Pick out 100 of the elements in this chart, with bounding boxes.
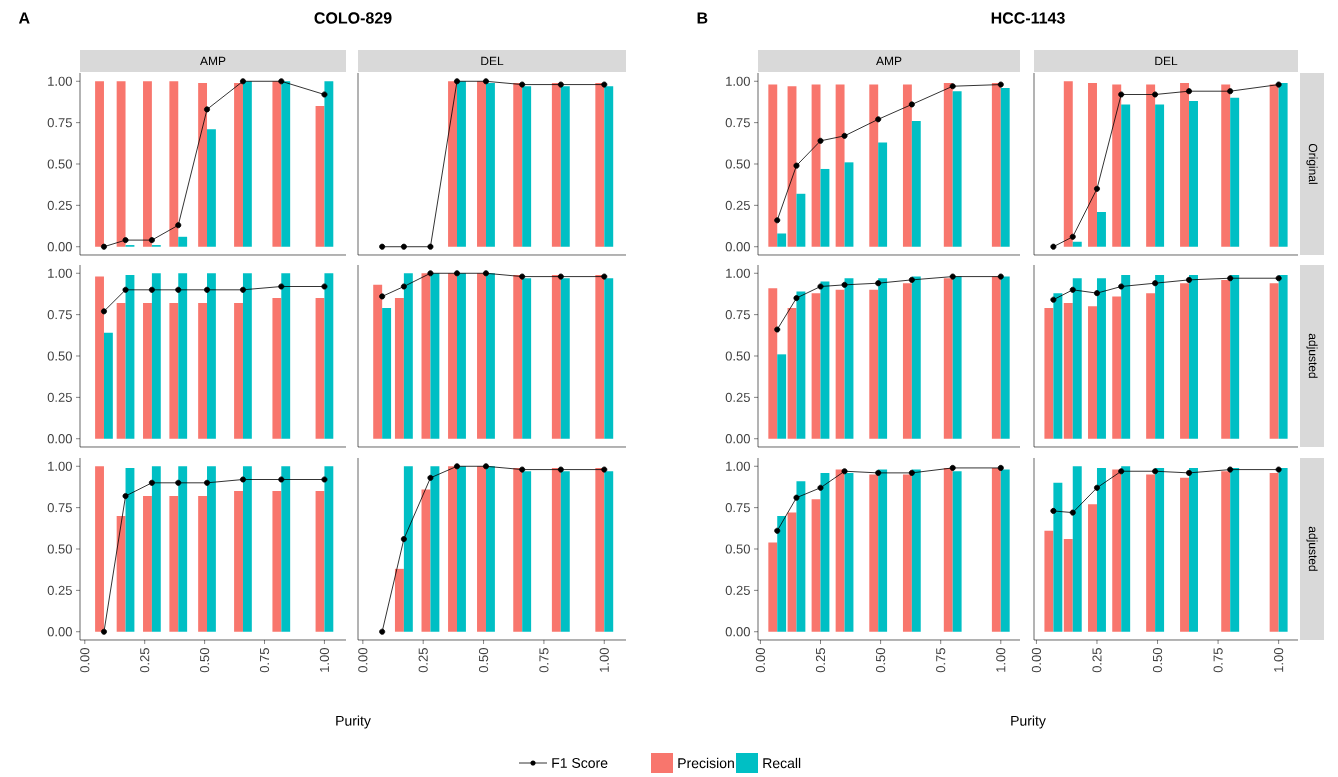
bar <box>1146 474 1156 632</box>
bar <box>116 303 126 439</box>
y-tick-label: 0.50 <box>47 159 72 169</box>
x-tick-label: 0.50 <box>200 648 210 673</box>
bar <box>430 466 440 632</box>
y-tick-label: 1.00 <box>48 76 72 86</box>
bar <box>448 273 457 439</box>
bar <box>952 471 962 632</box>
point <box>239 476 246 483</box>
point <box>1069 286 1076 293</box>
bar <box>1053 482 1063 632</box>
point <box>875 280 882 287</box>
bar <box>272 298 282 439</box>
x-axis-title: Purity <box>336 715 371 729</box>
bar <box>1088 504 1097 632</box>
x-tick-label: 0.00 <box>1031 648 1042 673</box>
point <box>908 276 915 283</box>
bar <box>796 291 806 439</box>
bar <box>234 491 243 632</box>
bar <box>1230 97 1240 247</box>
bar <box>485 466 495 632</box>
point <box>1186 469 1193 476</box>
bar <box>1269 84 1279 247</box>
chart-title: AMP <box>200 56 226 66</box>
point <box>875 116 882 123</box>
y-tick-label: 0.00 <box>725 627 750 637</box>
x-tick-label: 1.00 <box>319 648 330 672</box>
point <box>1152 280 1159 287</box>
point <box>239 78 246 85</box>
point <box>1227 275 1234 282</box>
point <box>774 326 781 333</box>
point <box>122 286 129 293</box>
bar <box>324 466 334 632</box>
y-tick-label: 0.00 <box>725 434 750 444</box>
point <box>949 273 956 280</box>
bar <box>811 293 821 439</box>
bar <box>943 467 953 632</box>
bar <box>1000 87 1010 247</box>
y-tick-label: 0.25 <box>725 585 750 595</box>
bar <box>151 466 161 632</box>
y-tick-label: 0.75 <box>47 310 72 320</box>
bar <box>281 466 291 632</box>
y-tick-label: 1.00 <box>726 461 750 471</box>
bar <box>796 193 806 247</box>
bar <box>902 283 912 439</box>
bar <box>457 466 466 632</box>
bar <box>1000 469 1010 632</box>
bar <box>242 273 252 439</box>
y-tick-label: 0.75 <box>47 503 72 513</box>
x-tick-label: 1.00 <box>1274 648 1284 672</box>
y2-axis-title: adjusted <box>1306 526 1318 571</box>
point <box>908 469 915 476</box>
point <box>1118 283 1125 290</box>
point <box>601 466 608 473</box>
bar <box>169 303 179 439</box>
bar <box>403 273 413 439</box>
y-tick-label: 0.25 <box>47 585 72 595</box>
bar <box>234 82 243 247</box>
point <box>1275 81 1282 88</box>
point <box>1152 91 1159 98</box>
bar <box>169 496 179 632</box>
point <box>1069 509 1076 516</box>
bar <box>811 84 821 247</box>
legend-label: Precision <box>678 757 734 769</box>
point <box>1118 468 1125 475</box>
bar <box>242 466 252 632</box>
bar <box>522 471 532 632</box>
bar <box>207 466 216 632</box>
point <box>1050 243 1057 250</box>
bar <box>169 81 179 247</box>
point <box>321 476 328 483</box>
x-tick-label: 1.00 <box>599 648 609 672</box>
bar <box>943 278 953 439</box>
bar <box>902 474 912 632</box>
point <box>321 283 328 290</box>
point <box>454 463 460 470</box>
bar <box>952 276 962 439</box>
bar <box>178 236 188 247</box>
bar <box>551 274 561 439</box>
point <box>793 494 800 501</box>
point <box>400 536 407 543</box>
bar <box>430 273 440 439</box>
bar <box>178 273 188 439</box>
y-tick-label: 0.75 <box>725 118 750 128</box>
point <box>1093 484 1100 491</box>
bar <box>103 332 113 439</box>
bar <box>811 499 821 632</box>
text: HCC-1143 <box>991 12 1065 24</box>
bar <box>315 298 325 439</box>
y-tick-label: 0.75 <box>725 503 750 513</box>
bar <box>943 82 953 247</box>
bar <box>835 289 845 439</box>
bar <box>281 273 291 439</box>
bar <box>485 273 495 439</box>
bar <box>1063 81 1073 247</box>
point <box>175 222 182 229</box>
bar <box>787 512 797 632</box>
point <box>1093 185 1100 192</box>
bar <box>242 81 252 247</box>
bar <box>991 467 1001 632</box>
